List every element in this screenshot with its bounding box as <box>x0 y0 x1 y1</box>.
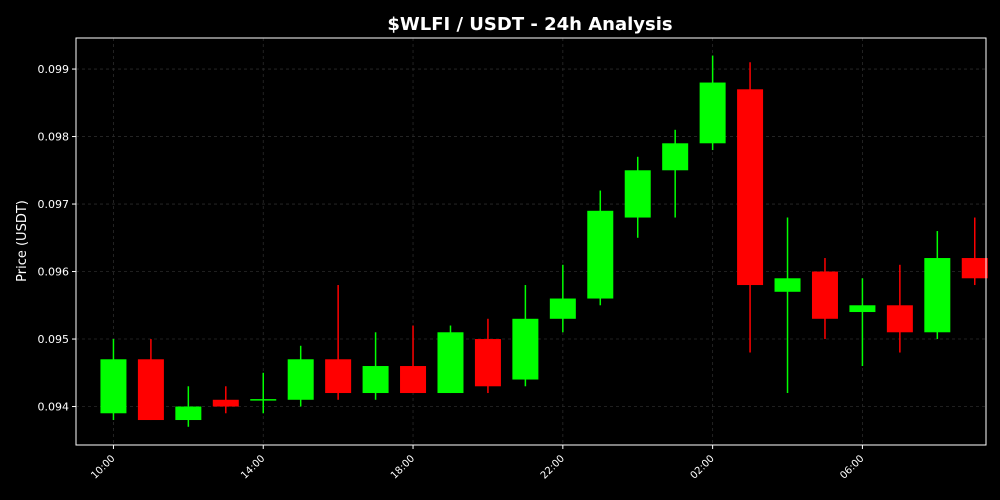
candle-body <box>924 258 951 333</box>
candle-body <box>474 339 501 387</box>
candle-body <box>100 359 127 414</box>
y-tick-label: 0.097 <box>38 198 70 211</box>
candle-bearish <box>212 386 239 414</box>
candle-bullish <box>774 217 801 394</box>
candle-bearish <box>737 62 764 353</box>
y-tick-label: 0.099 <box>38 63 70 76</box>
candle-body <box>849 305 876 313</box>
candle-body <box>774 278 801 292</box>
candle-bearish <box>400 325 427 394</box>
candle-bullish <box>924 231 951 340</box>
candle-bullish <box>512 285 539 387</box>
candle-bullish <box>849 278 876 367</box>
candle-body <box>662 143 689 171</box>
plot-frame <box>75 37 987 446</box>
candle-bullish <box>175 386 202 427</box>
y-tick-label: 0.095 <box>38 333 70 346</box>
candle-bearish <box>474 318 501 394</box>
candle-bullish <box>662 129 689 218</box>
candle-bullish <box>362 332 389 400</box>
candle-body <box>437 332 464 394</box>
candle-body <box>549 298 576 319</box>
candle-body <box>212 399 239 407</box>
candle-body <box>512 318 539 380</box>
candle-bearish <box>811 258 838 340</box>
y-tick-label: 0.096 <box>38 266 70 279</box>
candles <box>100 55 988 427</box>
candle-body <box>737 89 764 286</box>
candle-body <box>587 210 614 299</box>
candle-bullish <box>250 372 277 414</box>
y-axis-ticks: 0.094 0.095 0.096 0.097 0.098 0.099 <box>38 63 76 414</box>
candle-bullish <box>549 264 576 333</box>
candle-body <box>325 359 352 394</box>
chart-title: $WLFI / USDT - 24h Analysis <box>387 14 672 35</box>
plot-area <box>76 38 986 445</box>
candle-bearish <box>325 285 352 400</box>
candle-bullish <box>100 339 127 421</box>
candle-body <box>400 366 427 394</box>
y-tick-label: 0.098 <box>38 131 70 144</box>
candle-bearish <box>886 264 913 353</box>
candle-bullish <box>699 55 726 151</box>
candle-bearish <box>137 339 164 421</box>
candle-body <box>699 82 726 144</box>
candle-bearish <box>961 217 988 286</box>
candle-body <box>362 366 389 394</box>
candle-bullish <box>624 156 651 238</box>
candle-body <box>250 399 277 401</box>
candle-body <box>961 258 988 279</box>
candle-body <box>287 359 314 400</box>
candle-body <box>886 305 913 333</box>
candle-body <box>137 359 164 421</box>
candle-bullish <box>437 325 464 394</box>
candle-body <box>175 406 202 421</box>
y-tick-label: 0.094 <box>38 401 70 414</box>
y-axis-label: Price (USDT) <box>15 200 30 282</box>
candle-body <box>811 271 838 319</box>
candle-body <box>624 170 651 218</box>
candle-bullish <box>587 190 614 306</box>
candle-bullish <box>287 345 314 407</box>
